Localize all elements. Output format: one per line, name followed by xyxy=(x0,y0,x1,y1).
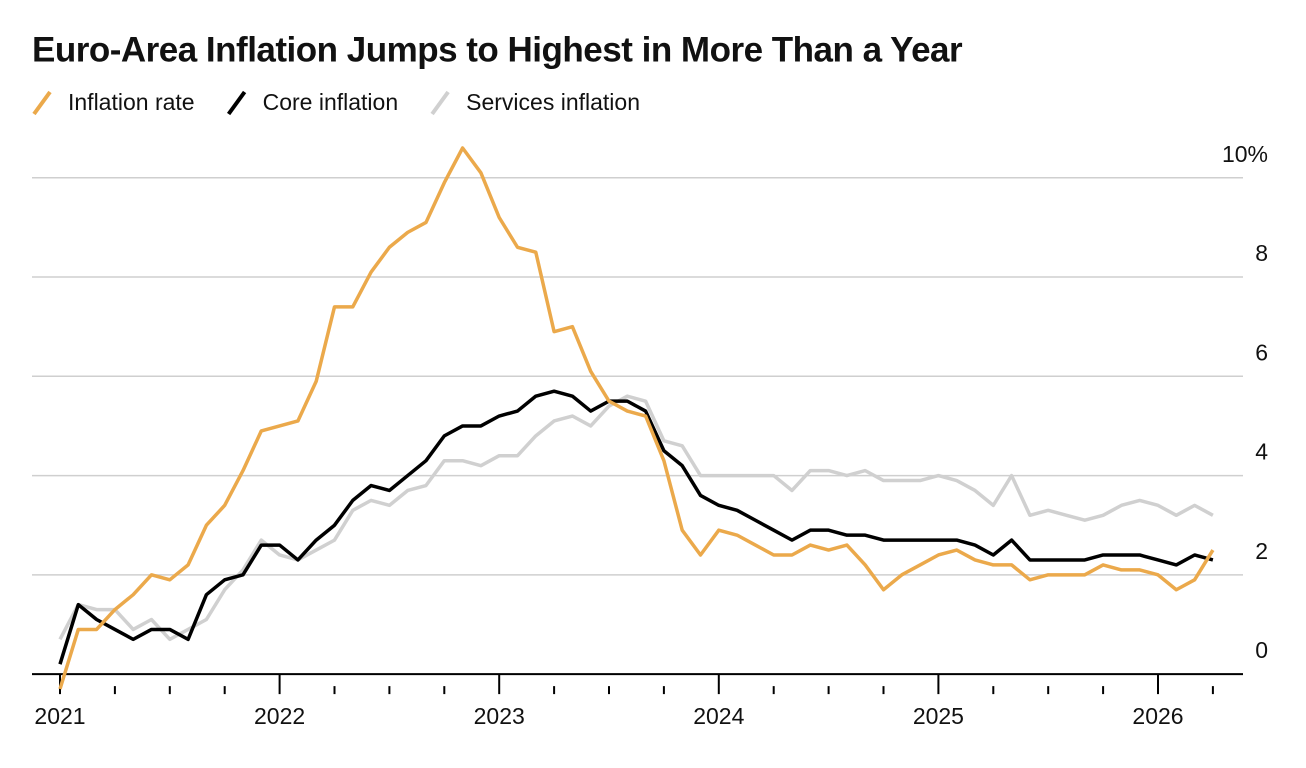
x-tick-label: 2024 xyxy=(693,703,744,729)
series-line xyxy=(58,146,1215,690)
legend-label: Services inflation xyxy=(466,89,640,115)
legend-swatch xyxy=(226,90,247,116)
x-tick-label: 2026 xyxy=(1132,703,1183,729)
y-tick-label: 0 xyxy=(1255,637,1268,663)
x-tick-label: 2022 xyxy=(254,703,305,729)
legend-swatch xyxy=(32,90,52,116)
x-tick-label: 2023 xyxy=(474,703,525,729)
legend-label: Inflation rate xyxy=(68,89,195,115)
legend: Inflation rate Core inflation Services inf… xyxy=(32,89,640,116)
series-line xyxy=(58,394,1214,642)
x-tick-label: 2025 xyxy=(913,703,964,729)
legend-swatch xyxy=(430,90,450,116)
y-tick-label: 6 xyxy=(1255,339,1268,365)
y-tick-label: 8 xyxy=(1255,240,1268,266)
y-tick-label: 4 xyxy=(1255,439,1268,465)
y-tick-label: 10% xyxy=(1222,141,1268,167)
x-tick-label: 2021 xyxy=(34,703,85,729)
series-line xyxy=(58,389,1214,665)
y-tick-label: 2 xyxy=(1255,538,1268,564)
chart-title: Euro-Area Inflation Jumps to Highest in … xyxy=(32,30,963,69)
legend-label: Core inflation xyxy=(263,89,399,115)
